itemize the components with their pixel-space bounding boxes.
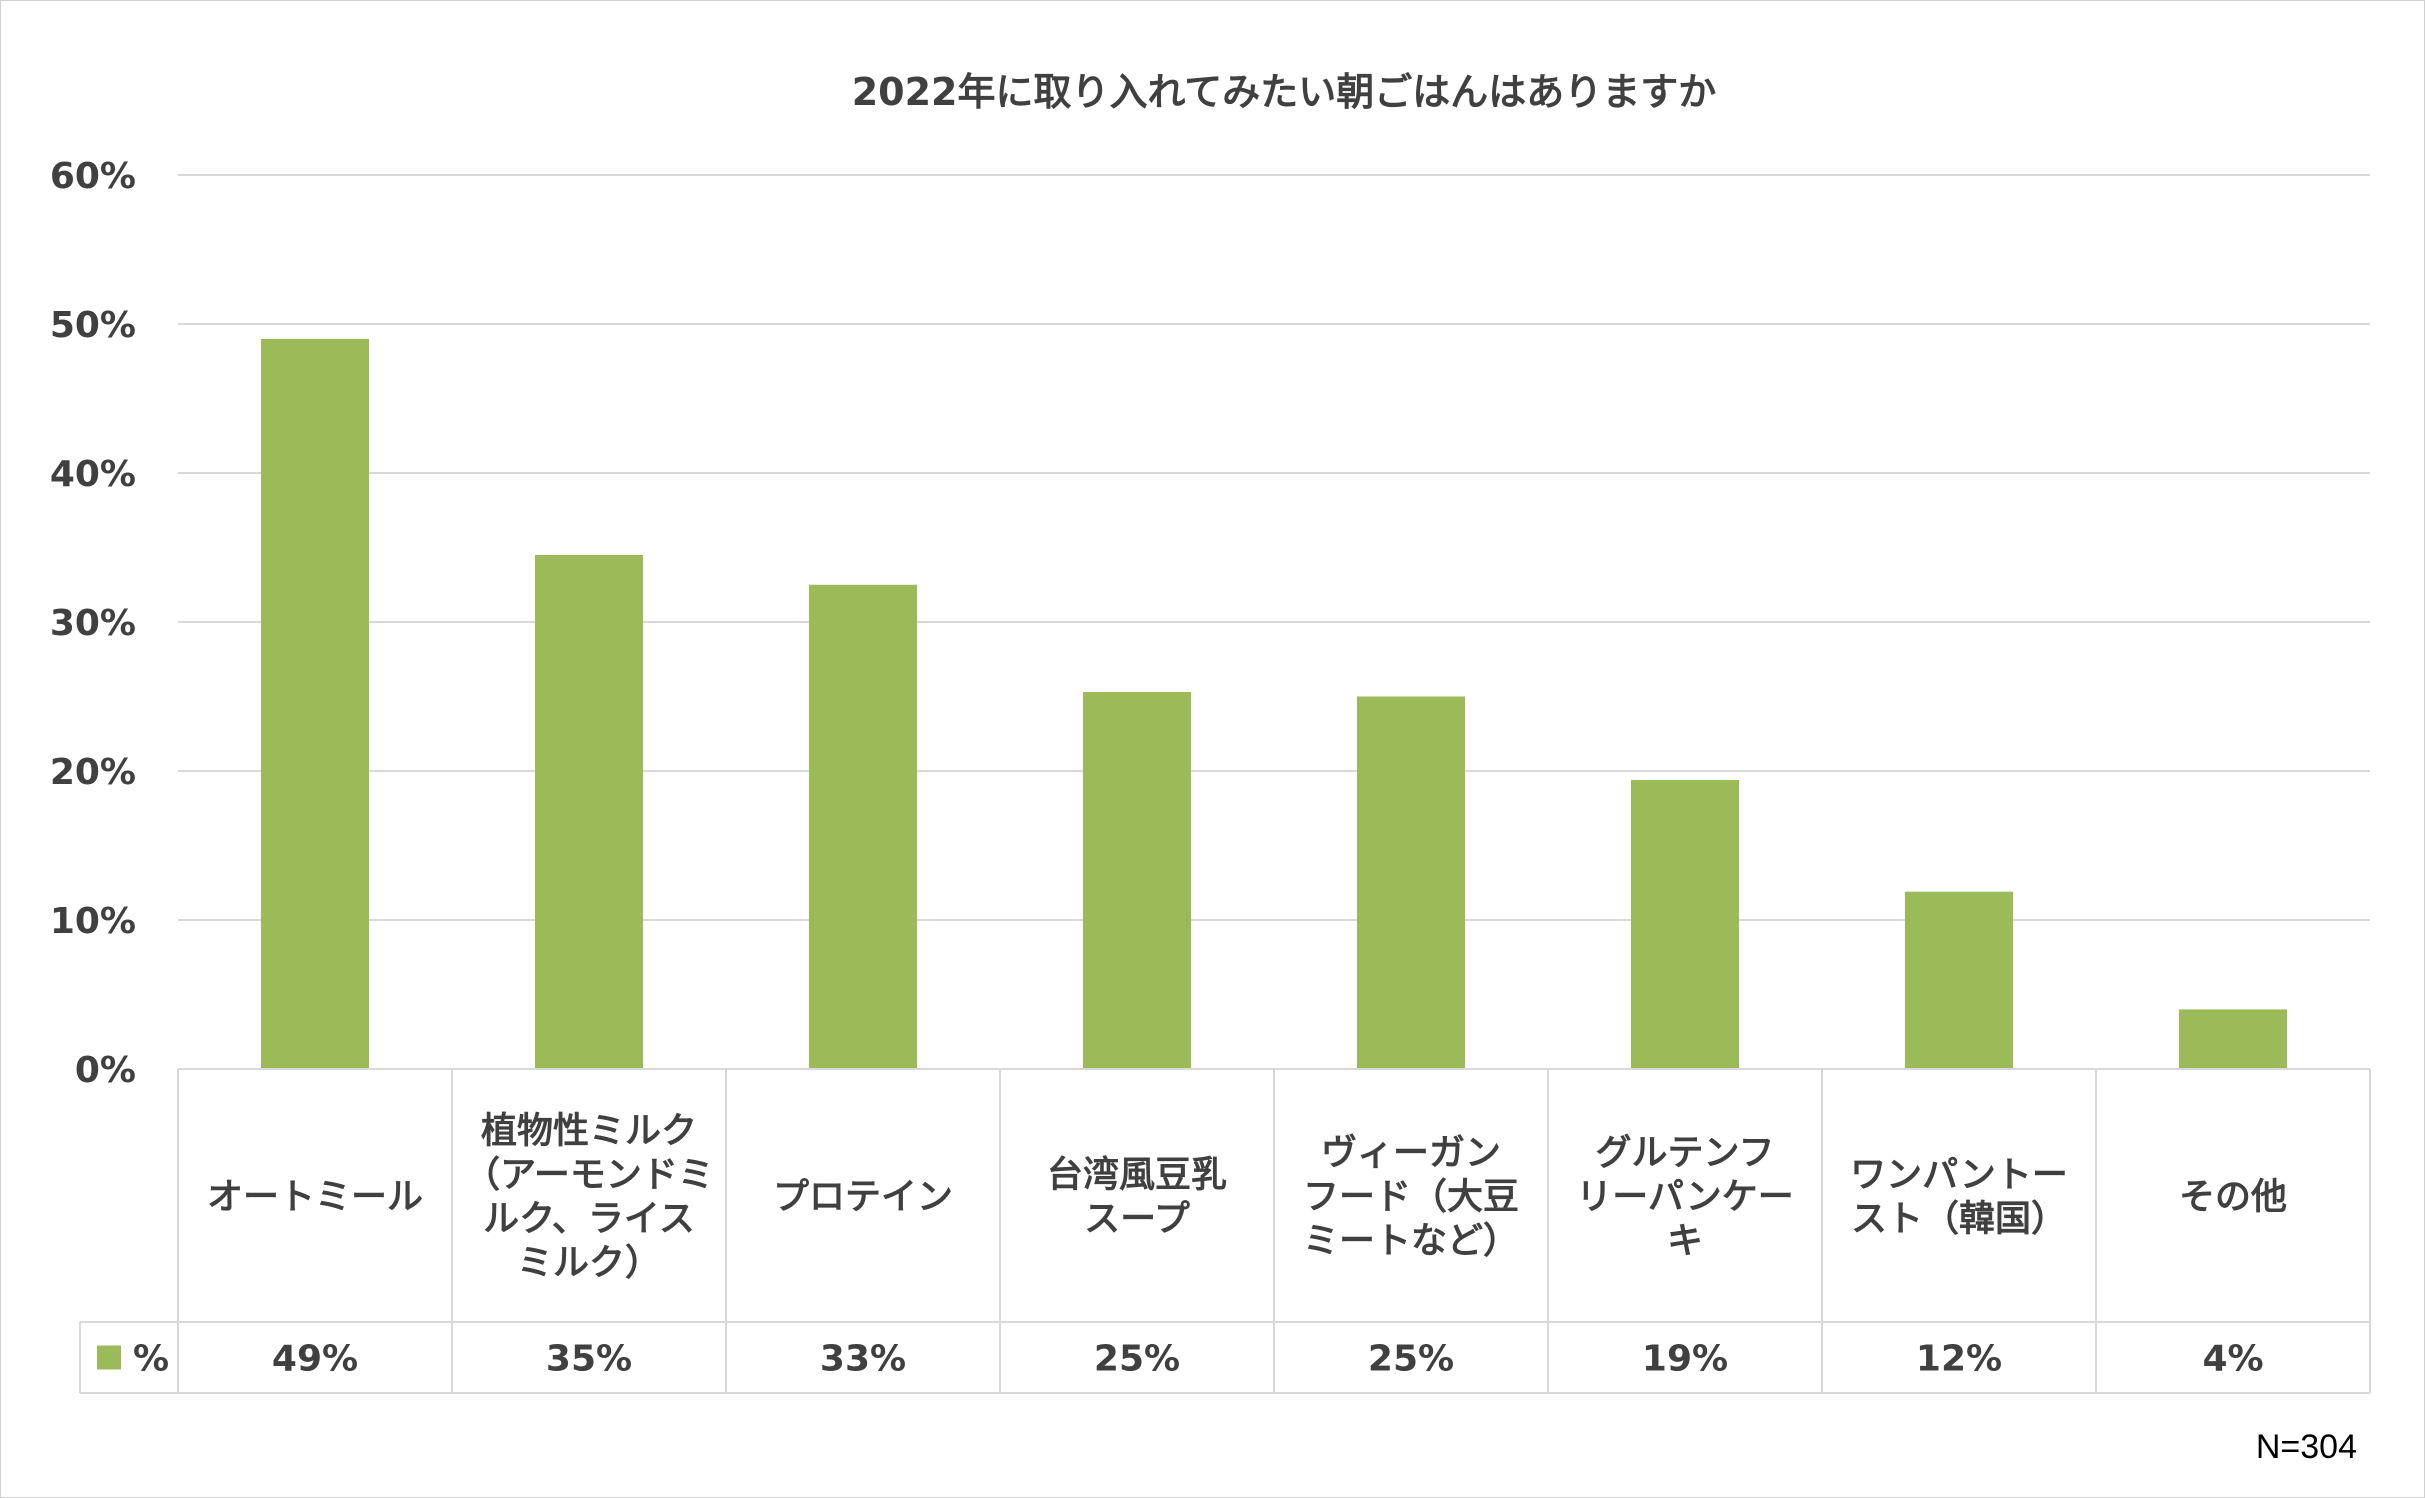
x-category-label: プロテイン <box>773 1177 953 1218</box>
bar <box>2179 1009 2287 1069</box>
bar <box>1905 891 2013 1069</box>
x-category-label: その他 <box>2179 1177 2287 1218</box>
x-category-label: スト（韓国） <box>1851 1199 2067 1240</box>
x-category-label: フード（大豆 <box>1303 1177 1519 1218</box>
y-tick-label: 40% <box>50 454 136 495</box>
bar <box>535 554 643 1069</box>
chart-title: 2022年に取り入れてみたい朝ごはんはありますか <box>852 70 1717 114</box>
bar <box>261 338 369 1069</box>
x-category-label: ミルク） <box>517 1243 661 1284</box>
bar <box>1631 779 1739 1069</box>
data-label: 35% <box>546 1339 632 1380</box>
x-category-label: リーパンケー <box>1576 1177 1793 1218</box>
x-category-label: （アーモンドミ <box>464 1155 714 1196</box>
bar <box>809 584 917 1069</box>
legend-label: % <box>133 1339 169 1380</box>
data-label: 25% <box>1094 1339 1180 1380</box>
y-tick-label: 30% <box>50 603 136 644</box>
x-category-label: ヴィーガン <box>1321 1133 1501 1174</box>
legend-swatch <box>97 1345 121 1370</box>
y-tick-label: 10% <box>50 901 136 942</box>
data-label: 19% <box>1642 1339 1728 1380</box>
y-tick-label: 0% <box>75 1050 136 1091</box>
x-category-label: ルク、ライス <box>483 1199 695 1240</box>
x-category-label: 台湾風豆乳 <box>1047 1154 1227 1196</box>
x-category-label: キ <box>1667 1221 1703 1262</box>
x-category-label: ワンパントー <box>1850 1155 2068 1196</box>
y-tick-label: 20% <box>50 752 136 793</box>
x-category-label: ミートなど） <box>1303 1221 1519 1262</box>
bar <box>1083 692 1191 1069</box>
data-label: 49% <box>272 1339 358 1380</box>
data-label: 33% <box>820 1339 906 1380</box>
bar <box>1357 696 1465 1069</box>
data-label: 12% <box>1916 1339 2002 1380</box>
y-tick-label: 60% <box>50 156 136 197</box>
x-category-label: グルテンフ <box>1596 1133 1775 1174</box>
data-label: 4% <box>2202 1339 2263 1380</box>
x-category-label: スープ <box>1084 1199 1190 1240</box>
x-category-label: 植物性ミルク <box>481 1111 697 1152</box>
x-category-label: オートミール <box>207 1177 423 1218</box>
sample-size-note: N=304 <box>2255 1428 2357 1466</box>
data-label: 25% <box>1368 1339 1454 1380</box>
y-tick-label: 50% <box>50 305 136 346</box>
